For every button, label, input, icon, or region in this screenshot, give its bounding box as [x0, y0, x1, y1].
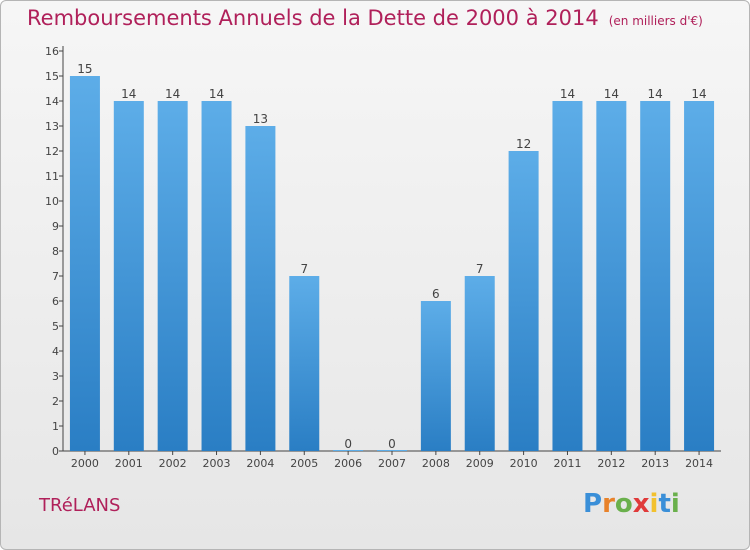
y-tick-label: 12	[45, 145, 59, 158]
logo-letter: t	[658, 489, 671, 519]
y-tick-label: 11	[45, 170, 59, 183]
bar-2008	[420, 301, 451, 451]
data-label-2009: 7	[476, 262, 484, 276]
bar-2004	[245, 126, 276, 451]
logo-letter: i	[670, 489, 680, 519]
data-label-2004: 13	[253, 112, 268, 126]
bar-2000	[69, 76, 100, 451]
data-label-2001: 14	[121, 87, 136, 101]
y-tick-label: 1	[52, 420, 59, 433]
bar-2014	[684, 101, 715, 451]
x-tick-label-2010: 2010	[510, 457, 538, 470]
data-label-2002: 14	[165, 87, 180, 101]
x-tick-label-2011: 2011	[553, 457, 581, 470]
y-tick-label: 10	[45, 195, 59, 208]
data-label-2003: 14	[209, 87, 224, 101]
y-tick-label: 0	[52, 445, 59, 458]
data-label-2000: 15	[77, 62, 92, 76]
y-tick-label: 6	[52, 295, 59, 308]
x-tick-label-2002: 2002	[159, 457, 187, 470]
logo-letter: i	[649, 489, 659, 519]
data-label-2007: 0	[388, 437, 396, 451]
chart-title: Remboursements Annuels de la Dette de 20…	[27, 6, 703, 30]
y-tick-label: 2	[52, 395, 59, 408]
x-tick-label-2007: 2007	[378, 457, 406, 470]
x-tick-label-2005: 2005	[290, 457, 318, 470]
bar-2012	[596, 101, 627, 451]
x-tick-label-2000: 2000	[71, 457, 99, 470]
bar-2013	[640, 101, 671, 451]
y-tick-label: 16	[45, 45, 59, 58]
y-tick-label: 8	[52, 245, 59, 258]
y-tick-label: 14	[45, 95, 59, 108]
bar-2009	[464, 276, 495, 451]
bar-2003	[201, 101, 232, 451]
y-tick-label: 13	[45, 120, 59, 133]
data-label-2006: 0	[344, 437, 352, 451]
bar-2005	[289, 276, 320, 451]
x-tick-label-2014: 2014	[685, 457, 713, 470]
x-tick-label-2003: 2003	[203, 457, 231, 470]
x-tick-label-2006: 2006	[334, 457, 362, 470]
logo-letter: x	[632, 489, 650, 519]
data-label-2014: 14	[691, 87, 706, 101]
chart-unit: (en milliers d'€)	[608, 14, 703, 28]
data-label-2013: 14	[648, 87, 663, 101]
logo-letter: r	[602, 489, 615, 519]
chart-title-text: Remboursements Annuels de la Dette de 20…	[27, 6, 599, 30]
bar-2010	[508, 151, 539, 451]
bar-2002	[157, 101, 188, 451]
x-tick-label-2001: 2001	[115, 457, 143, 470]
data-label-2012: 14	[604, 87, 619, 101]
data-label-2010: 12	[516, 137, 531, 151]
proxiti-logo: Proxiti	[583, 489, 680, 519]
logo-letter: P	[583, 489, 603, 519]
y-tick-label: 3	[52, 370, 59, 383]
commune-name: TRéLANS	[39, 495, 121, 516]
data-label-2008: 6	[432, 287, 440, 301]
data-label-2011: 14	[560, 87, 575, 101]
bar-2011	[552, 101, 583, 451]
logo-letter: o	[614, 489, 633, 519]
bar-2001	[113, 101, 144, 451]
y-tick-label: 15	[45, 70, 59, 83]
data-label-2005: 7	[300, 262, 308, 276]
x-tick-label-2004: 2004	[246, 457, 274, 470]
x-tick-label-2013: 2013	[641, 457, 669, 470]
x-tick-label-2009: 2009	[466, 457, 494, 470]
y-tick-label: 5	[52, 320, 59, 333]
x-tick-label-2012: 2012	[597, 457, 625, 470]
x-tick-label-2008: 2008	[422, 457, 450, 470]
y-tick-label: 4	[52, 345, 59, 358]
y-tick-label: 7	[52, 270, 59, 283]
y-tick-label: 9	[52, 220, 59, 233]
